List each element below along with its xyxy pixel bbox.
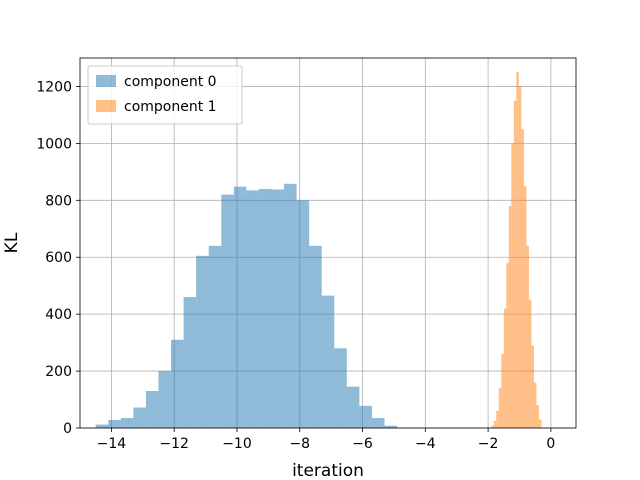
- legend-swatch: [96, 75, 116, 87]
- histogram-bar-series-0: [183, 297, 197, 428]
- histogram-bar-series-0: [271, 189, 285, 428]
- histogram-bar-series-1: [526, 245, 529, 428]
- histogram-bar-series-0: [221, 194, 234, 428]
- y-tick-label: 1200: [36, 79, 72, 95]
- y-tick-label: 600: [45, 250, 72, 266]
- histogram-bar-series-0: [334, 348, 347, 428]
- legend-box: [87, 65, 243, 125]
- histogram-bar-series-1: [508, 206, 512, 428]
- histogram-bar-series-1: [493, 420, 497, 428]
- histogram-bar-series-0: [258, 188, 272, 428]
- x-axis-label: iteration: [292, 461, 364, 480]
- y-tick-label: 200: [45, 364, 72, 380]
- x-tick-label: −10: [222, 436, 252, 452]
- y-tick-label: 0: [63, 421, 72, 437]
- x-tick-label: 0: [546, 436, 555, 452]
- histogram-bar-series-0: [133, 407, 146, 428]
- x-tick-label: −14: [97, 436, 127, 452]
- histogram-bar-series-0: [196, 255, 209, 428]
- histogram-bar-series-1: [498, 388, 502, 428]
- y-axis-ticks: 0 200 400 600 800 1000 1200: [36, 79, 80, 437]
- histogram-bar-series-0: [171, 339, 184, 428]
- histogram-bar-series-0: [359, 405, 372, 428]
- histogram-bar-series-0: [95, 424, 109, 428]
- histogram-bar-series-1: [538, 419, 542, 428]
- y-axis-label: KL: [2, 232, 22, 253]
- histogram-bar-series-0: [233, 186, 247, 428]
- x-tick-label: −6: [352, 436, 373, 452]
- histogram-bar-series-0: [208, 245, 222, 428]
- grid-lines: [80, 58, 576, 429]
- histogram-bar-series-1: [531, 345, 534, 428]
- histogram-bar-series-0: [384, 425, 398, 428]
- histogram-bar-series-1: [513, 100, 517, 428]
- x-tick-label: −4: [415, 436, 436, 452]
- histogram-bar-series-1: [496, 410, 499, 428]
- histogram-bar-series-0: [120, 418, 134, 428]
- histogram-bar-series-1: [536, 405, 539, 428]
- histogram-bar-series-1: [506, 262, 509, 428]
- histogram-bar-series-1: [491, 425, 494, 428]
- y-tick-label: 400: [45, 307, 72, 323]
- histogram-bar-series-0: [346, 386, 360, 428]
- histogram-bar-series-1: [501, 354, 504, 428]
- x-tick-label: −8: [289, 436, 310, 452]
- y-tick-label: 1000: [36, 136, 72, 152]
- histogram-bar-series-0: [296, 200, 310, 428]
- histogram-bar-series-0: [246, 190, 259, 428]
- histogram-bar-series-1: [516, 72, 519, 428]
- legend-swatch: [96, 100, 116, 112]
- histogram-bar-series-1: [521, 129, 524, 428]
- histogram-bar-series-0: [284, 183, 297, 428]
- histogram-bar-series-0: [309, 245, 322, 428]
- histogram-bar-series-1: [503, 308, 507, 428]
- legend: component 0 component 1: [87, 65, 243, 125]
- plot-area-frame: [79, 57, 577, 429]
- x-tick-label: −2: [478, 436, 499, 452]
- histogram-bars: [95, 72, 542, 428]
- y-tick-label: 800: [45, 193, 72, 209]
- histogram-bar-series-0: [158, 371, 172, 428]
- histogram-bar-series-1: [528, 299, 532, 428]
- x-tick-label: −12: [159, 436, 189, 452]
- histogram-bar-series-1: [518, 86, 522, 428]
- histogram-bar-series-1: [533, 382, 537, 428]
- histogram-bar-series-1: [523, 186, 527, 428]
- x-axis-ticks: −14 −12 −10 −8 −6 −4 −2 0: [97, 428, 555, 452]
- histogram-bar-series-0: [145, 391, 159, 428]
- histogram-bar-series-0: [371, 418, 385, 428]
- legend-label: component 1: [124, 99, 217, 115]
- legend-label: component 0: [124, 74, 217, 90]
- histogram-bar-series-0: [321, 295, 335, 428]
- histogram-bar-series-0: [108, 420, 121, 428]
- histogram-bar-series-1: [511, 143, 514, 428]
